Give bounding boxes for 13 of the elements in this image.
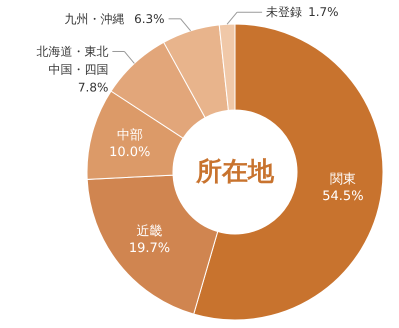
slice-label: 未登録 bbox=[266, 5, 302, 20]
data-label: 1.7% bbox=[308, 5, 339, 20]
slice-label: 中部 bbox=[116, 128, 143, 144]
data-label: 54.5% bbox=[322, 188, 364, 204]
slice-label: 関東 bbox=[330, 172, 356, 187]
slice-label: 近畿 bbox=[136, 224, 163, 240]
data-label: 19.7% bbox=[128, 241, 170, 256]
data-label: 6.3% bbox=[134, 12, 165, 26]
data-label: 10.0% bbox=[109, 145, 150, 160]
data-label: 7.8% bbox=[78, 80, 108, 94]
slice-label: 九州・沖縄 bbox=[64, 12, 125, 26]
slice-label: 北海道・東北中国・四国 bbox=[36, 44, 108, 76]
text: 所在地 bbox=[195, 157, 275, 187]
